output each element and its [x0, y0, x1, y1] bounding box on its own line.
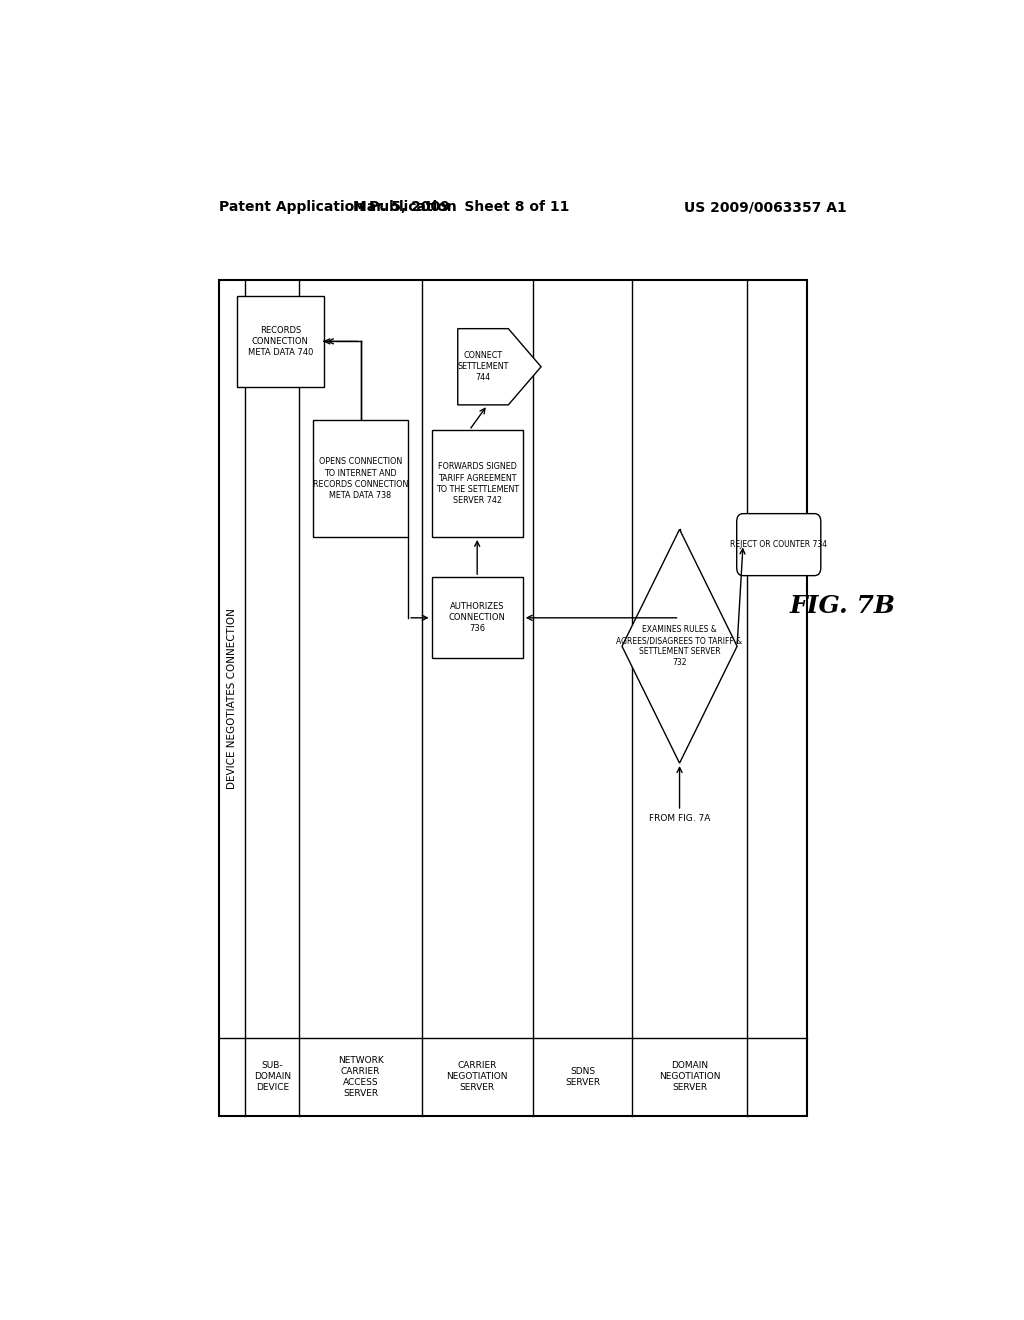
- Text: CARRIER
NEGOTIATION
SERVER: CARRIER NEGOTIATION SERVER: [446, 1061, 508, 1093]
- Bar: [237, 296, 324, 387]
- Text: US 2009/0063357 A1: US 2009/0063357 A1: [684, 201, 846, 214]
- Text: SDNS
SERVER: SDNS SERVER: [565, 1067, 600, 1086]
- Text: Mar. 5, 2009   Sheet 8 of 11: Mar. 5, 2009 Sheet 8 of 11: [353, 201, 569, 214]
- Text: SUB-
DOMAIN
DEVICE: SUB- DOMAIN DEVICE: [254, 1061, 291, 1093]
- Text: DEVICE NEGOTIATES CONNECTION: DEVICE NEGOTIATES CONNECTION: [227, 607, 238, 788]
- Text: AUTHORIZES
CONNECTION
736: AUTHORIZES CONNECTION 736: [449, 602, 506, 634]
- Text: FIG. 7B: FIG. 7B: [790, 594, 895, 618]
- Text: DOMAIN
NEGOTIATION
SERVER: DOMAIN NEGOTIATION SERVER: [659, 1061, 721, 1093]
- Text: RECORDS
CONNECTION
META DATA 740: RECORDS CONNECTION META DATA 740: [248, 326, 313, 356]
- Text: CONNECT
SETTLEMENT
744: CONNECT SETTLEMENT 744: [458, 351, 509, 383]
- FancyBboxPatch shape: [736, 513, 821, 576]
- Polygon shape: [622, 529, 737, 763]
- Bar: [313, 420, 409, 537]
- Text: EXAMINES RULES &
AGREES/DISAGREES TO TARIFF &
SETTLEMENT SERVER
732: EXAMINES RULES & AGREES/DISAGREES TO TAR…: [616, 626, 742, 668]
- Text: Patent Application Publication: Patent Application Publication: [219, 201, 457, 214]
- Bar: [431, 577, 523, 659]
- Text: FORWARDS SIGNED
TARIFF AGREEMENT
TO THE SETTLEMENT
SERVER 742: FORWARDS SIGNED TARIFF AGREEMENT TO THE …: [435, 462, 519, 504]
- Text: FROM FIG. 7A: FROM FIG. 7A: [649, 814, 711, 822]
- Bar: [219, 280, 807, 1115]
- Text: REJECT OR COUNTER 734: REJECT OR COUNTER 734: [730, 540, 827, 549]
- Text: OPENS CONNECTION
TO INTERNET AND
RECORDS CONNECTION
META DATA 738: OPENS CONNECTION TO INTERNET AND RECORDS…: [313, 458, 409, 500]
- Text: NETWORK
CARRIER
ACCESS
SERVER: NETWORK CARRIER ACCESS SERVER: [338, 1056, 383, 1098]
- Polygon shape: [458, 329, 541, 405]
- Bar: [431, 430, 523, 537]
